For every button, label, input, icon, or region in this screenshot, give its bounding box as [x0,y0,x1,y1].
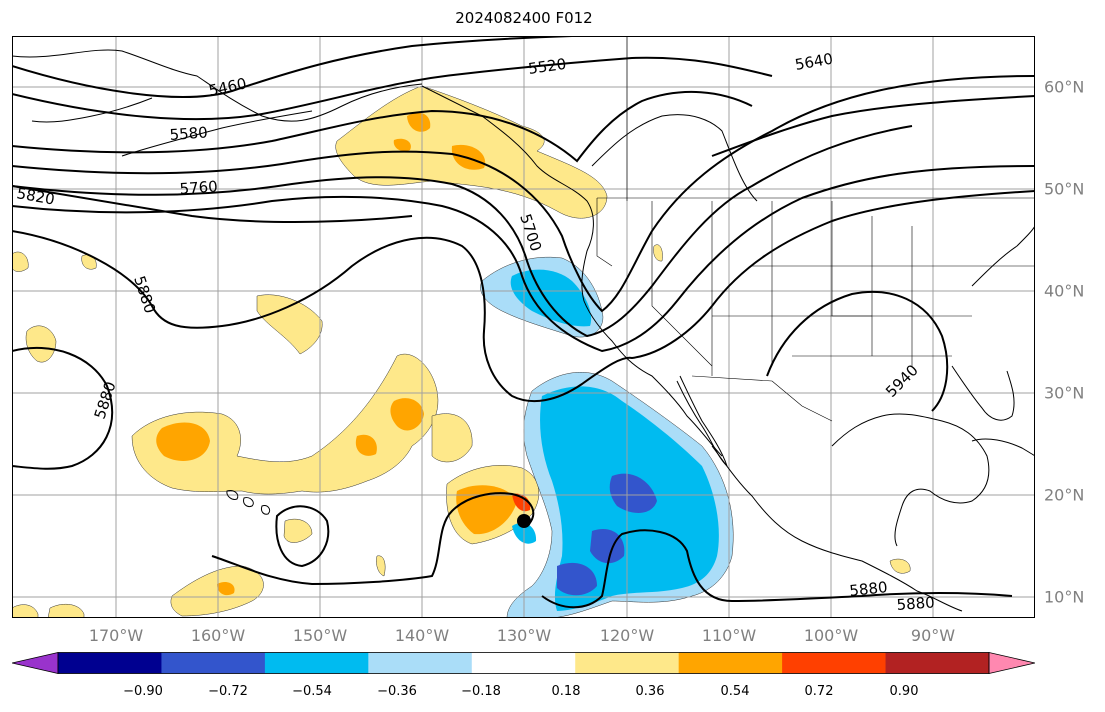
positive-anomaly-near-storm-red [512,493,531,512]
lon-label: 160°W [190,626,246,645]
map-panel[interactable]: 5460 5520 5580 5640 5700 5760 5820 5880 … [12,36,1035,618]
colorbar-segment [264,652,369,674]
contour-label-5880-c: 5880 [849,578,889,600]
lon-label: 90°W [910,626,956,645]
contour-5640-north [711,95,1035,157]
colorbar-segment [782,652,887,674]
colorbar-segment [471,652,576,674]
lon-label: 150°W [292,626,348,645]
positive-anomaly-alaska-core1 [407,112,431,132]
contour-label-5760: 5760 [179,177,218,198]
colorbar-tick-label: −0.90 [123,684,163,699]
colorbar-tick-label: 0.72 [804,684,834,699]
contour-5580 [12,91,753,163]
negative-anomaly-mexico-deep1 [609,473,657,513]
colorbar-segment [678,652,783,674]
positive-anomaly-patch-far-west [12,251,29,272]
lat-label: 10°N [1044,587,1085,607]
lat-label: 40°N [1044,281,1085,301]
colorbar-extend-high [988,652,1035,674]
map-svg: 5460 5520 5580 5640 5700 5760 5820 5880 … [12,36,1035,618]
contour-label-5580: 5580 [169,123,208,144]
contour-label-5640: 5640 [794,50,835,74]
colorbar-tick-label: 0.90 [889,684,919,699]
colorbar-tick-label: −0.18 [461,684,501,699]
positive-anomaly-patch-hawaii [283,518,313,543]
positive-anomaly-patch-sw2 [12,604,39,618]
colorbar-outline [57,652,990,674]
colorbar [12,652,1035,674]
lon-label: 140°W [394,626,450,645]
colorbar-tick-label: −0.54 [292,684,332,699]
contour-5700 [12,125,913,338]
contour-label-5880-d: 5880 [896,593,935,614]
contour-label-5460: 5460 [207,74,248,100]
colorbar-tick-label: 0.54 [720,684,750,699]
contour-5880-mexico [541,529,1013,609]
lon-label: 100°W [803,626,859,645]
positive-anomaly-patch-west [25,325,57,363]
colorbar-segment [575,652,680,674]
negative-anomaly-mexico-deep3 [557,562,597,596]
contour-label-5940: 5940 [882,361,922,401]
positive-anomaly-patch-sw3 [47,603,85,618]
colorbar-segment [885,652,990,674]
height-contours [12,36,1035,609]
lat-label: 50°N [1044,179,1085,199]
lat-label: 60°N [1044,77,1085,97]
colorbar-segment [161,652,266,674]
contour-5520 [12,56,773,121]
positive-anomaly-cp-core3 [355,434,377,456]
political-borders [596,36,1035,422]
colorbar-tick-label: 0.36 [635,684,665,699]
contour-5880-west [12,346,113,470]
contour-5880-south [211,492,535,586]
coastlines [12,49,1035,612]
colorbar-tick-label: −0.36 [377,684,417,699]
contour-5760 [12,165,1035,353]
lon-label: 110°W [701,626,757,645]
lat-label: 20°N [1044,485,1085,505]
positive-anomaly-central-pacific [131,354,439,495]
positive-anomaly-patch-gulf [889,558,911,574]
contour-5640 [12,75,1035,313]
colorbar-tick-label: −0.72 [208,684,248,699]
contour-label-5820: 5820 [15,184,56,208]
positive-anomaly-alaska-core3 [393,138,411,152]
lat-label: 30°N [1044,383,1085,403]
contour-label-5880-b: 5880 [91,379,120,421]
positive-anomaly-patch-ne [653,244,663,262]
contour-label-5880-a: 5880 [130,274,159,316]
contour-5460 [12,36,573,98]
contour-5880-main [12,190,1035,403]
storm-center-marker[interactable] [517,514,531,528]
contour-label-5520: 5520 [527,55,567,78]
positive-anomaly-cp-core1 [156,422,210,461]
colorbar-tick-label: 0.18 [551,684,581,699]
positive-anomaly-cp-core2 [390,398,424,431]
negative-anomaly-california-core [510,269,592,327]
colorbar-segments [12,652,1035,674]
map-title: 2024082400 F012 [455,9,593,27]
graticule [12,36,1035,618]
contour-label-5700: 5700 [516,212,545,254]
positive-anomaly-patch-sw-core [217,582,235,596]
contour-5880-hawaii [275,505,330,568]
positive-anomaly-patch-c [431,413,473,463]
contour-5940 [766,290,949,412]
negative-anomaly-mexico-deep2 [590,528,625,564]
anomaly-shading [12,85,911,618]
colorbar-extend-low [12,652,59,674]
colorbar-segment [58,652,162,674]
contour-5820 [12,185,413,223]
colorbar-segment [368,652,473,674]
lon-label: 120°W [599,626,655,645]
lon-label: 170°W [88,626,144,645]
positive-anomaly-patch-north [256,294,323,355]
lon-label: 130°W [496,626,552,645]
positive-anomaly-patch-sm [376,555,386,577]
positive-anomaly-patch-sw [170,565,264,617]
